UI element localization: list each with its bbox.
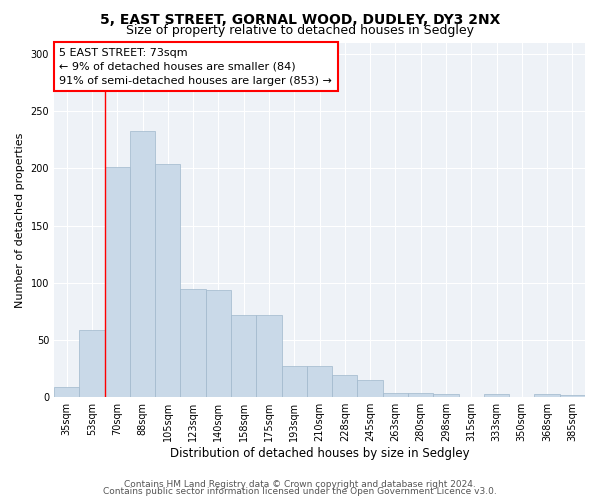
Bar bbox=[433, 394, 458, 397]
Bar bbox=[332, 376, 358, 397]
Bar bbox=[54, 387, 79, 397]
Bar bbox=[560, 395, 585, 397]
Text: 5, EAST STREET, GORNAL WOOD, DUDLEY, DY3 2NX: 5, EAST STREET, GORNAL WOOD, DUDLEY, DY3… bbox=[100, 12, 500, 26]
Text: Size of property relative to detached houses in Sedgley: Size of property relative to detached ho… bbox=[126, 24, 474, 37]
Bar bbox=[104, 167, 130, 397]
Text: Contains public sector information licensed under the Open Government Licence v3: Contains public sector information licen… bbox=[103, 487, 497, 496]
Text: 5 EAST STREET: 73sqm
← 9% of detached houses are smaller (84)
91% of semi-detach: 5 EAST STREET: 73sqm ← 9% of detached ho… bbox=[59, 48, 332, 86]
Bar bbox=[206, 290, 231, 397]
Bar bbox=[383, 392, 408, 397]
Bar bbox=[256, 315, 281, 397]
Bar bbox=[358, 380, 383, 397]
Bar bbox=[130, 130, 155, 397]
Bar bbox=[484, 394, 509, 397]
Bar bbox=[281, 366, 307, 397]
Bar bbox=[307, 366, 332, 397]
Bar bbox=[535, 394, 560, 397]
Bar bbox=[181, 288, 206, 397]
Bar bbox=[408, 392, 433, 397]
Bar bbox=[231, 315, 256, 397]
Text: Contains HM Land Registry data © Crown copyright and database right 2024.: Contains HM Land Registry data © Crown c… bbox=[124, 480, 476, 489]
Bar bbox=[79, 330, 104, 397]
X-axis label: Distribution of detached houses by size in Sedgley: Distribution of detached houses by size … bbox=[170, 447, 469, 460]
Y-axis label: Number of detached properties: Number of detached properties bbox=[15, 132, 25, 308]
Bar bbox=[155, 164, 181, 397]
